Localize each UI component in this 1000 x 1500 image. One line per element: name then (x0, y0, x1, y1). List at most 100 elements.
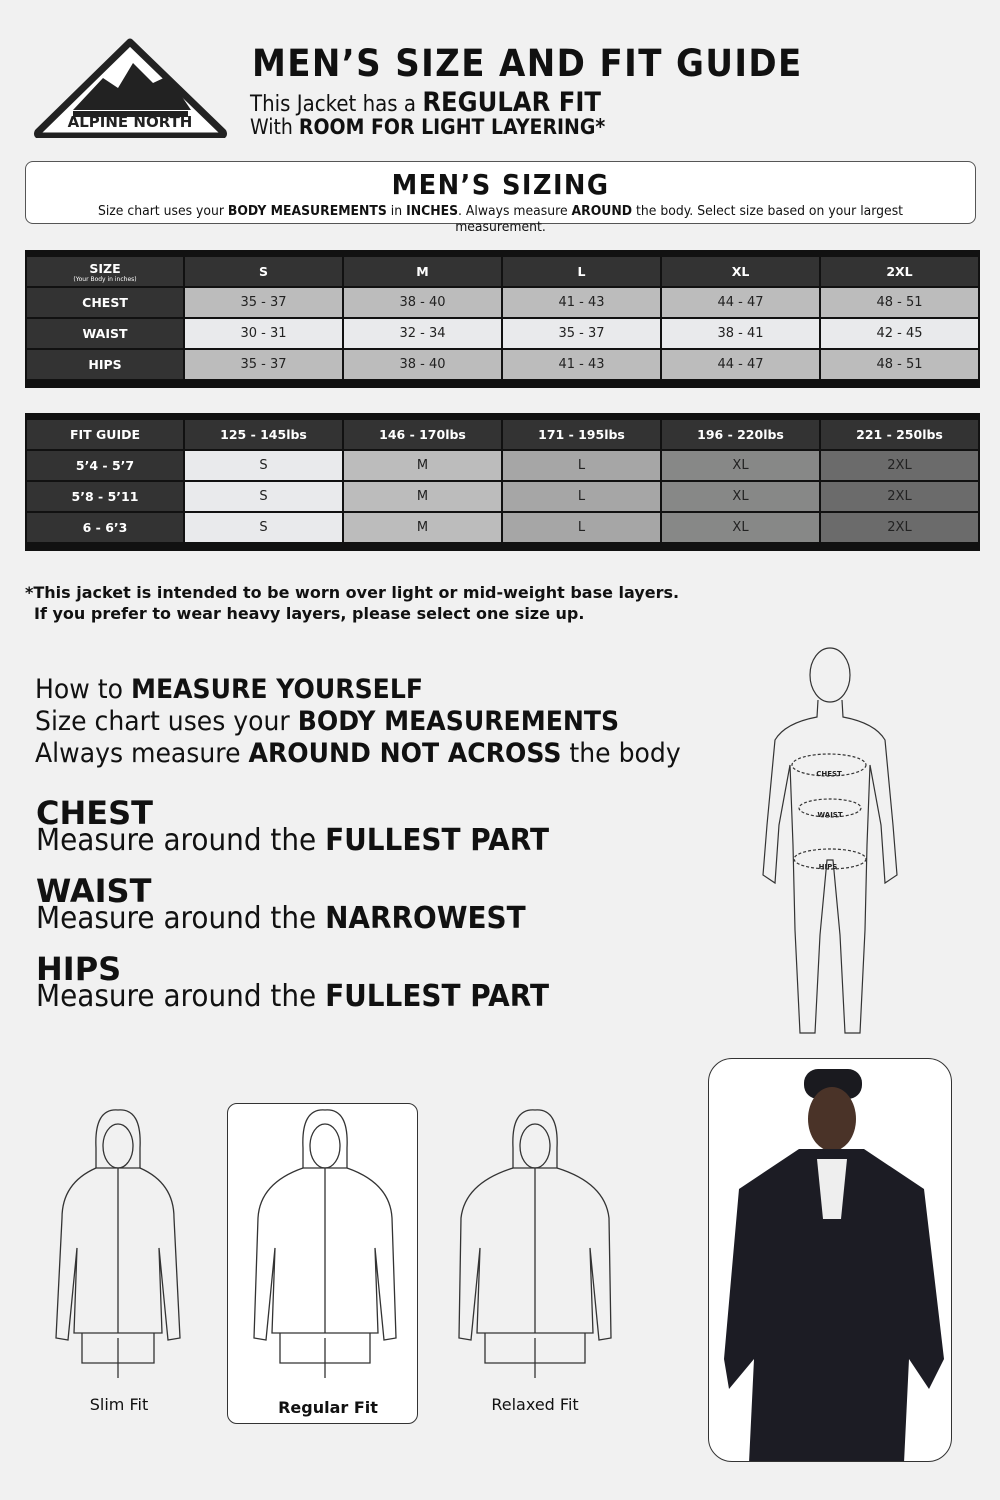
size-cell: 32 - 34 (344, 319, 501, 348)
t: Always measure (35, 738, 249, 769)
waist-desc: Measure around the NARROWEST (36, 904, 526, 934)
fit-cell: S (185, 513, 342, 542)
t: SIZE (89, 260, 121, 276)
fit-cell: XL (662, 513, 819, 542)
relaxed-fit-jacket-drawing (455, 1108, 615, 1397)
size-cell: 48 - 51 (821, 350, 978, 379)
weight-col-header: 125 - 145lbs (185, 420, 342, 449)
fit-cell: XL (662, 451, 819, 480)
fit-cell: M (344, 451, 501, 480)
t: Measure around the (36, 979, 326, 1014)
brand-logo: ALPINE NORTH (33, 38, 228, 140)
note-line: *This jacket is intended to be worn over… (25, 583, 680, 602)
t: in (386, 203, 407, 219)
fit-cell: L (503, 451, 660, 480)
fit-subtitle: This Jacket has a REGULAR FIT (250, 87, 601, 118)
size-cell: 35 - 37 (185, 350, 342, 379)
regular-fit-jacket-drawing (250, 1108, 400, 1397)
t: the body (561, 738, 681, 769)
size-cell: 30 - 31 (185, 319, 342, 348)
model-photo (708, 1058, 952, 1462)
t: Size chart uses your (35, 706, 298, 737)
waist-heading: WAIST (36, 872, 152, 910)
fit-cell: 2XL (821, 482, 978, 511)
fit-cell: M (344, 482, 501, 511)
t: . Always measure (458, 203, 572, 219)
t: FULLEST PART (325, 823, 549, 858)
size-cell: 44 - 47 (662, 288, 819, 317)
size-table: SIZE (Your Body in inches) S M L XL 2XL CHEST 35… (25, 250, 980, 388)
size-header-row: SIZE (Your Body in inches) S M L XL 2XL (27, 257, 978, 286)
body-measure-figure: CHEST WAIST HIPS (755, 645, 905, 1044)
hips-heading: HIPS (36, 950, 122, 988)
t: AROUND (571, 203, 633, 219)
slim-fit-jacket-drawing (52, 1108, 184, 1397)
weight-col-header: 171 - 195lbs (503, 420, 660, 449)
measure-heading: How to MEASURE YOURSELF (35, 674, 423, 706)
size-cell: 48 - 51 (821, 288, 978, 317)
fit-cell: XL (662, 482, 819, 511)
regular-fit-label: Regular Fit (278, 1398, 378, 1417)
size-corner: SIZE (Your Body in inches) (27, 257, 183, 286)
size-col-header: L (503, 257, 660, 286)
sizing-banner: MEN’S SIZING Size chart uses your BODY M… (25, 161, 976, 235)
size-cell: 42 - 45 (821, 319, 978, 348)
slim-fit-label: Slim Fit (89, 1395, 149, 1414)
table-row: WAIST 30 - 31 32 - 34 35 - 37 38 - 41 42 - 45 (27, 319, 978, 348)
table-row: CHEST 35 - 37 38 - 40 41 - 43 44 - 47 48 - 51 (27, 288, 978, 317)
t: BODY MEASUREMENTS (297, 706, 620, 737)
fit-subtitle-text: This Jacket has a (250, 92, 423, 117)
t: Size chart uses your (97, 203, 228, 219)
size-cell: 35 - 37 (185, 288, 342, 317)
height-label: 5’4 - 5’7 (27, 451, 183, 480)
size-col-header: M (344, 257, 501, 286)
size-cell: 38 - 40 (344, 288, 501, 317)
t: BODY MEASUREMENTS (227, 203, 387, 219)
weight-col-header: 221 - 250lbs (821, 420, 978, 449)
chest-heading: CHEST (36, 794, 153, 832)
t: MEASURE YOURSELF (130, 674, 423, 705)
t: FULLEST PART (325, 979, 549, 1014)
note-line: If you prefer to wear heavy layers, plea… (34, 604, 585, 623)
size-cell: 38 - 40 (344, 350, 501, 379)
height-label: 6 - 6’3 (27, 513, 183, 542)
figure-label-waist: WAIST (817, 811, 842, 819)
table-row: 6 - 6’3 S M L XL 2XL (27, 513, 978, 542)
sizing-title: MEN’S SIZING (391, 168, 610, 201)
layering-subtitle: With ROOM FOR LIGHT LAYERING* (250, 115, 605, 139)
t: INCHES (406, 203, 459, 219)
fit-type: REGULAR FIT (422, 87, 602, 118)
measure-line: Always measure AROUND NOT ACROSS the bod… (35, 738, 681, 770)
t: (Your Body in inches) (73, 275, 137, 283)
t: NARROWEST (325, 901, 526, 936)
layering-note: *This jacket is intended to be worn over… (25, 582, 679, 624)
weight-col-header: 146 - 170lbs (344, 420, 501, 449)
table-row: 5’4 - 5’7 S M L XL 2XL (27, 451, 978, 480)
fit-corner: FIT GUIDE (27, 420, 183, 449)
size-cell: 41 - 43 (503, 350, 660, 379)
size-cell: 44 - 47 (662, 350, 819, 379)
fit-cell: L (503, 482, 660, 511)
figure-label-hips: HIPS (819, 863, 838, 871)
hips-desc: Measure around the FULLEST PART (36, 982, 549, 1012)
size-cell: 38 - 41 (662, 319, 819, 348)
t: the body. Select size based on your larg… (455, 203, 904, 235)
t: Measure around the (36, 901, 326, 936)
fit-cell: 2XL (821, 513, 978, 542)
size-col-header: 2XL (821, 257, 978, 286)
table-row: 5’8 - 5’11 S M L XL 2XL (27, 482, 978, 511)
fit-cell: 2XL (821, 451, 978, 480)
page-title: MEN’S SIZE AND FIT GUIDE (252, 42, 803, 85)
size-cell: 35 - 37 (503, 319, 660, 348)
sizing-description: Size chart uses your BODY MEASUREMENTS i… (64, 203, 937, 235)
t: AROUND NOT ACROSS (248, 738, 562, 769)
layering-text: With (250, 115, 299, 139)
size-cell: 41 - 43 (503, 288, 660, 317)
size-col-header: S (185, 257, 342, 286)
chest-desc: Measure around the FULLEST PART (36, 826, 549, 856)
figure-label-chest: CHEST (816, 770, 842, 778)
relaxed-fit-label: Relaxed Fit (491, 1395, 579, 1414)
row-label: WAIST (27, 319, 183, 348)
size-col-header: XL (662, 257, 819, 286)
fit-cell: S (185, 451, 342, 480)
